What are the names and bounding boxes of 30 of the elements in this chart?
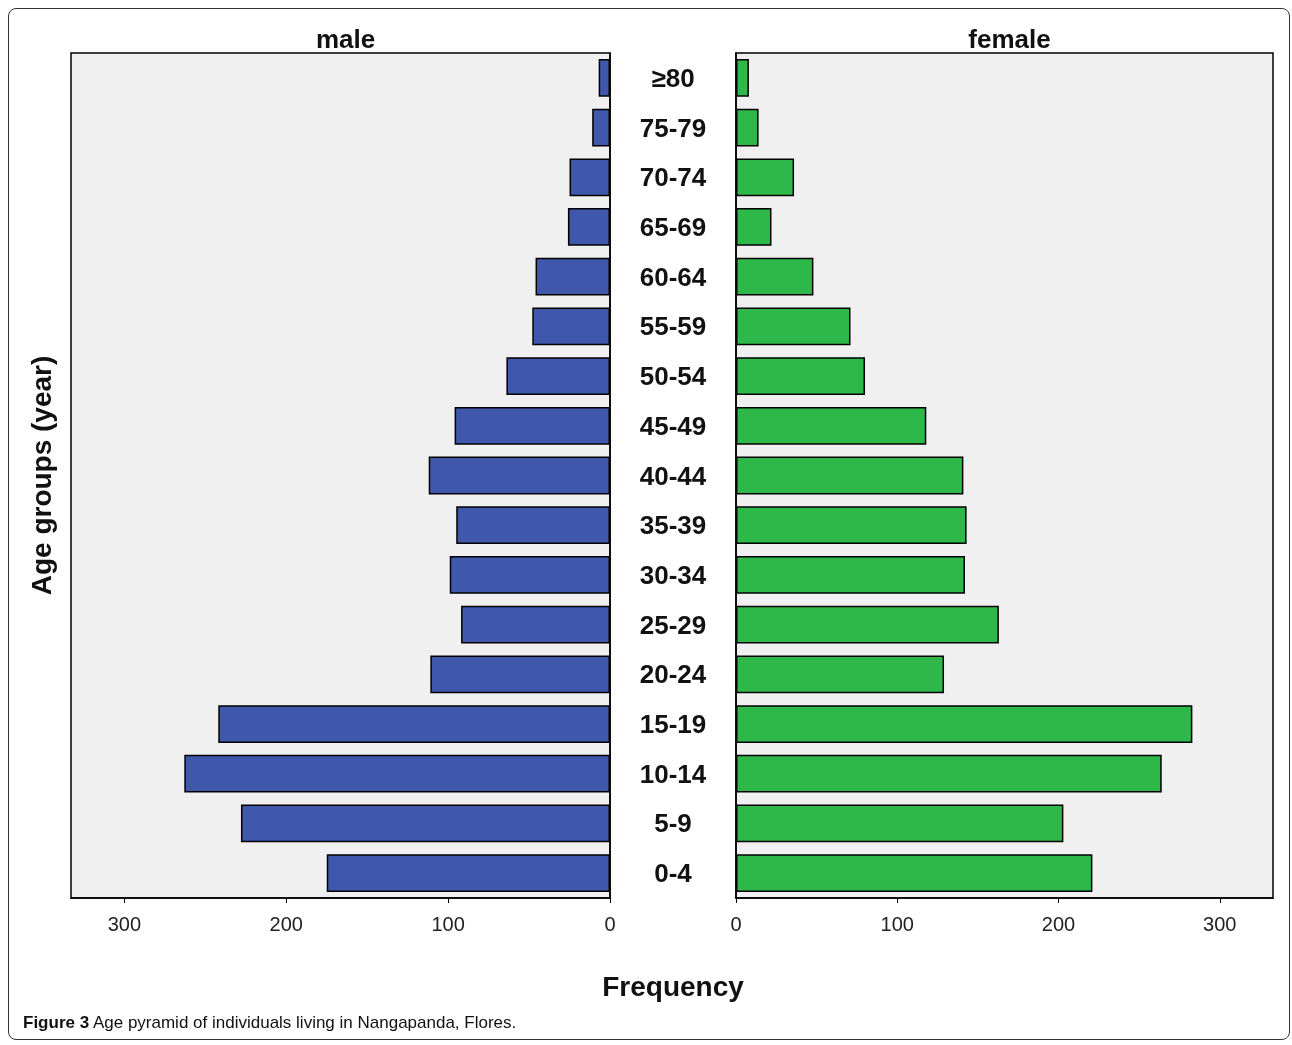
- x-tick-label: 100: [431, 913, 465, 935]
- x-axis-title: Frequency: [602, 970, 745, 1002]
- y-tick-label: 50-54: [639, 361, 707, 392]
- caption: Figure 3 Age pyramid of individuals living in Nangapanda, Flores.: [23, 1013, 517, 1033]
- y-tick-label: 45-49: [639, 410, 707, 441]
- x-tick-label: 100: [880, 913, 914, 935]
- y-tick-label: 65-69: [639, 211, 707, 242]
- y-tick-label: 10-14: [639, 758, 707, 789]
- y-tick-label: 0-4: [654, 858, 693, 889]
- y-tick-label: 75-79: [639, 112, 707, 143]
- x-tick-label: 0: [730, 913, 742, 935]
- y-tick-label: 55-59: [639, 311, 707, 342]
- y-tick-label: 35-39: [639, 510, 707, 541]
- y-tick-label: 30-34: [639, 559, 707, 590]
- y-tick-label: 60-64: [639, 261, 707, 292]
- y-tick-label: 40-44: [639, 460, 707, 491]
- y-tick-label: ≥80: [651, 62, 695, 93]
- chart-title: male: [315, 24, 376, 54]
- y-tick-label: 20-24: [639, 659, 707, 690]
- x-tick-label: 300: [1203, 913, 1237, 935]
- x-tick-label: 200: [269, 913, 303, 935]
- chart-title: female: [968, 24, 1051, 54]
- x-tick-label: 0: [604, 913, 616, 935]
- x-tick-label: 300: [107, 913, 142, 935]
- y-tick-label: 70-74: [639, 162, 707, 193]
- y-tick-label: 5-9: [654, 808, 692, 839]
- y-axis-title: Age groups (year): [25, 355, 57, 596]
- x-tick-label: 200: [1041, 913, 1076, 935]
- y-tick-label: 15-19: [639, 709, 707, 740]
- y-tick-label: 25-29: [639, 609, 707, 640]
